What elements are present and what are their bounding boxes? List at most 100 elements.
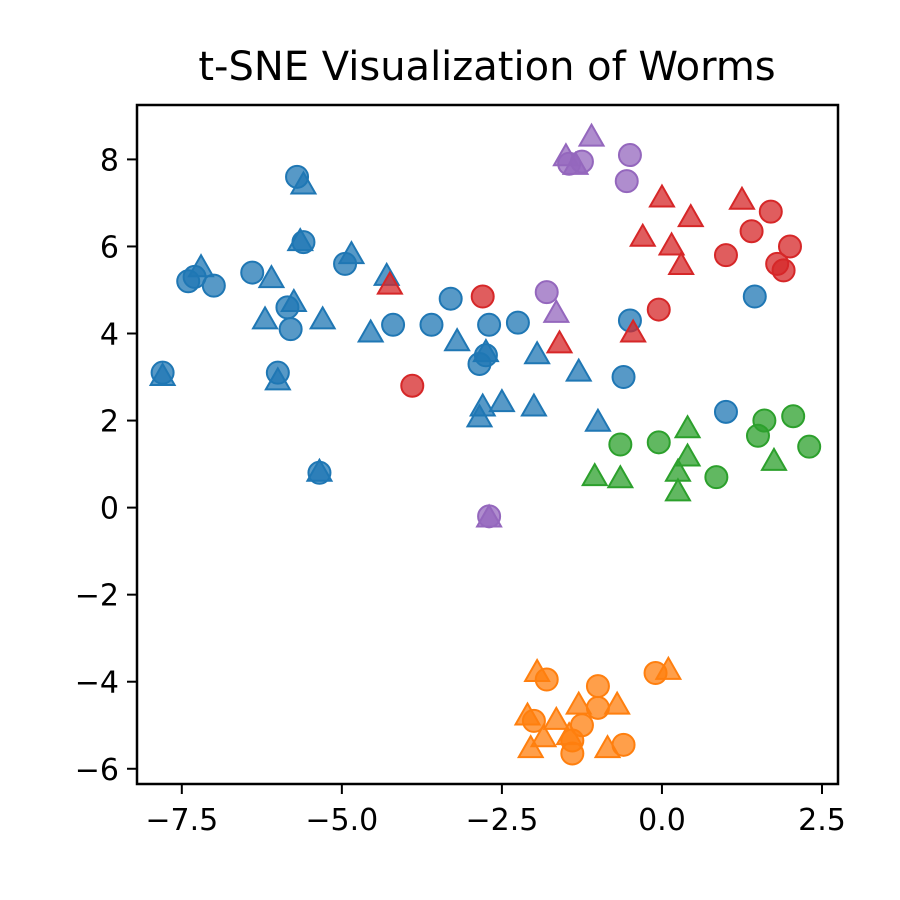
point-triangle	[760, 446, 788, 471]
y-tick-label: −6	[75, 753, 119, 788]
point-triangle	[356, 318, 385, 343]
point-circle	[758, 199, 783, 224]
point-circle	[201, 273, 226, 298]
y-tick-label: −4	[75, 666, 119, 701]
point-triangle	[443, 327, 471, 352]
point-triangle	[376, 270, 404, 295]
y-tick-label: 0	[100, 492, 119, 527]
point-circle	[534, 280, 559, 305]
y-tick-label: 6	[100, 230, 119, 265]
point-triangle	[648, 183, 676, 208]
point-triangle	[545, 329, 574, 354]
point-circle	[470, 284, 495, 309]
point-triangle	[465, 403, 494, 428]
point-triangle	[603, 690, 631, 715]
series-2	[581, 404, 822, 502]
point-triangle	[280, 288, 308, 313]
point-triangle	[629, 222, 657, 247]
y-tick-label: 2	[100, 405, 119, 440]
point-circle	[742, 284, 767, 309]
point-triangle	[337, 240, 366, 265]
point-circle	[771, 258, 796, 283]
point-circle	[704, 465, 729, 490]
point-triangle	[584, 407, 612, 432]
point-triangle	[286, 227, 314, 252]
y-tick-label: 4	[100, 318, 119, 353]
point-circle	[585, 674, 610, 699]
point-circle	[419, 312, 444, 337]
plot-marks	[148, 122, 822, 766]
point-triangle	[555, 721, 583, 746]
point-triangle	[516, 734, 545, 759]
point-triangle	[305, 457, 334, 482]
point-triangle	[619, 318, 647, 343]
series-4	[475, 122, 642, 529]
point-triangle	[513, 701, 542, 726]
point-triangle	[667, 251, 695, 276]
point-circle	[614, 169, 639, 194]
point-triangle	[523, 657, 551, 682]
point-circle	[646, 297, 671, 322]
point-circle	[777, 234, 802, 259]
y-axis: −6 −4 −2 0 2 4 6 8	[75, 143, 137, 788]
point-circle	[739, 219, 764, 244]
point-triangle	[251, 305, 279, 330]
point-triangle	[606, 464, 635, 489]
point-circle	[240, 260, 265, 285]
point-triangle	[289, 170, 318, 195]
point-circle	[400, 373, 425, 398]
point-circle	[560, 741, 585, 766]
point-triangle	[673, 442, 702, 467]
point-triangle	[561, 150, 590, 175]
point-circle	[745, 423, 770, 448]
point-triangle	[488, 388, 516, 413]
chart-title: t-SNE Visualization of Worms	[198, 44, 775, 90]
point-triangle	[581, 462, 609, 487]
point-circle	[381, 312, 406, 337]
point-circle	[713, 399, 738, 424]
x-tick-label: −2.5	[465, 803, 538, 838]
x-tick-label: −5.0	[305, 803, 378, 838]
point-circle	[781, 404, 806, 429]
x-axis: −7.5 −5.0 −2.5 0.0 2.5	[145, 784, 846, 838]
series-1	[513, 655, 683, 766]
point-triangle	[523, 340, 551, 365]
point-circle	[477, 312, 502, 337]
point-triangle	[565, 690, 593, 715]
point-triangle	[654, 655, 683, 680]
point-circle	[617, 143, 642, 168]
point-triangle	[264, 366, 292, 391]
point-triangle	[187, 253, 215, 278]
point-triangle	[542, 705, 571, 730]
point-circle	[505, 310, 530, 335]
point-circle	[713, 243, 738, 268]
point-triangle	[593, 734, 622, 759]
point-circle	[585, 695, 610, 720]
point-triangle	[677, 203, 705, 228]
point-circle	[608, 432, 633, 457]
y-tick-label: 8	[100, 143, 119, 178]
point-circle	[438, 286, 463, 311]
axes-frame	[135, 103, 840, 786]
point-triangle	[529, 723, 558, 748]
point-triangle	[542, 298, 571, 323]
point-triangle	[520, 392, 548, 417]
x-tick-label: 2.5	[798, 803, 846, 838]
x-tick-label: 0.0	[638, 803, 686, 838]
point-circle	[646, 430, 671, 455]
point-triangle	[472, 338, 500, 363]
point-triangle	[565, 357, 593, 382]
point-triangle	[257, 264, 286, 289]
point-triangle	[148, 361, 177, 387]
point-triangle	[664, 477, 692, 502]
point-triangle	[577, 122, 606, 147]
y-tick-label: −2	[75, 579, 119, 614]
point-triangle	[308, 305, 337, 330]
point-circle	[611, 365, 636, 390]
point-triangle	[728, 185, 756, 210]
point-circle	[278, 317, 303, 342]
point-circle	[797, 434, 822, 459]
point-triangle	[475, 503, 503, 528]
series-3	[376, 183, 802, 398]
